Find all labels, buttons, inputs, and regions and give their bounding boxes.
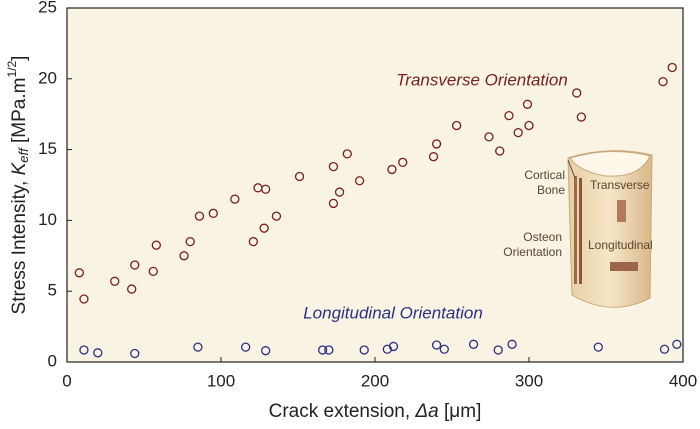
transverse-sample	[617, 200, 626, 222]
inset-label: Transverse	[590, 178, 650, 192]
point	[593, 342, 603, 352]
point	[431, 340, 442, 350]
point	[468, 339, 479, 349]
point	[179, 251, 189, 261]
point	[130, 348, 140, 359]
inset-label: Cortical Bone	[524, 168, 565, 197]
y-tick-label: 20	[38, 68, 57, 87]
point	[79, 294, 89, 304]
point	[74, 268, 84, 278]
point	[185, 236, 195, 247]
point	[130, 260, 140, 270]
point	[439, 344, 449, 354]
bone-top	[569, 151, 651, 177]
point	[328, 198, 339, 209]
point	[524, 120, 534, 131]
point	[334, 187, 345, 197]
x-tick-label: 300	[515, 371, 543, 390]
point	[484, 132, 494, 142]
x-tick-label: 0	[62, 371, 71, 390]
point	[504, 110, 514, 121]
point	[513, 127, 523, 138]
point	[194, 211, 205, 221]
y-tick-label: 5	[48, 281, 57, 300]
point	[317, 345, 328, 355]
y-axis-label: Stress Intensity, Keff [MPa.m1/2]	[5, 56, 31, 315]
point	[261, 184, 271, 194]
inset-label: Osteon Orientation	[503, 230, 562, 259]
point	[576, 112, 587, 122]
point	[388, 341, 399, 352]
point	[208, 208, 218, 218]
point	[148, 266, 158, 277]
point	[259, 223, 269, 233]
leader-line	[567, 159, 576, 179]
point	[79, 345, 89, 355]
longitudinal-sample	[610, 262, 638, 271]
point	[428, 152, 439, 162]
y-tick-label: 25	[38, 0, 57, 16]
point	[387, 164, 397, 175]
y-tick-label: 0	[48, 351, 57, 370]
y-tick-label: 15	[38, 139, 57, 158]
point	[248, 236, 258, 247]
bone-illustration: Cortical Bone Transverse Osteon Orientatio…	[503, 150, 653, 308]
point	[328, 161, 339, 172]
x-tick-label: 200	[361, 371, 389, 390]
point	[271, 211, 282, 221]
point	[672, 339, 682, 349]
point	[127, 284, 137, 294]
series-label: Transverse Orientation	[396, 70, 568, 89]
point	[667, 62, 677, 73]
point	[398, 157, 408, 167]
y-tick-label: 10	[38, 210, 57, 229]
point	[451, 120, 462, 131]
osteon	[574, 176, 577, 284]
point	[507, 339, 517, 349]
point	[193, 342, 203, 352]
point	[342, 149, 352, 159]
point	[522, 99, 533, 109]
point	[572, 88, 582, 98]
series-label: Longitudinal Orientation	[303, 303, 483, 322]
point	[354, 176, 365, 186]
point	[261, 346, 271, 356]
x-tick-label: 400	[669, 371, 697, 390]
point	[359, 345, 369, 355]
point	[495, 146, 505, 156]
point	[240, 342, 251, 352]
point	[658, 76, 668, 87]
point	[294, 171, 305, 182]
inset-label: Longitudinal	[588, 238, 653, 252]
point	[659, 344, 670, 354]
point	[93, 348, 103, 358]
point	[151, 240, 161, 250]
point	[230, 194, 240, 204]
point	[324, 345, 334, 355]
osteon	[579, 178, 582, 284]
point	[110, 276, 120, 286]
x-axis-label: Crack extension, Δa [μm]	[269, 401, 482, 422]
x-tick-label: 100	[207, 371, 235, 390]
point	[431, 139, 442, 149]
point	[493, 345, 503, 355]
